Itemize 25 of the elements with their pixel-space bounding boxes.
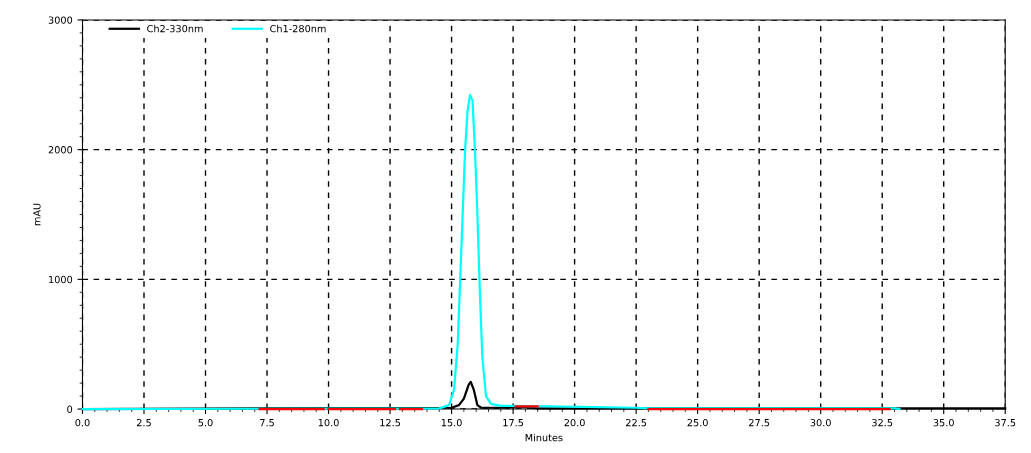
x-tick-label: 12.5 [380,418,401,427]
y-axis-title: mAU [33,203,41,226]
x-tick-label: 5.0 [198,418,213,427]
x-axis-title: Minutes [525,433,563,442]
x-tick-label: 32.5 [872,418,893,427]
y-tick-label: 0 [67,405,73,413]
x-tick-label: 15.0 [441,418,462,427]
legend-label: Ch1-280nm [270,24,326,33]
x-tick-label: 20.0 [564,418,585,427]
x-tick-label: 17.5 [503,419,524,427]
x-tick-label: 0.0 [75,418,90,427]
x-tick-label: 37.5 [995,418,1016,427]
y-tick-label: 2000 [48,146,73,154]
x-tick-label: 35.0 [933,418,954,427]
line-series [81,94,901,411]
y-tick-label: 1000 [49,275,73,284]
y-tick-label: 3000 [48,16,73,24]
x-tick-label: 2.5 [136,418,151,427]
legend-label: Ch2-330nm [147,24,203,33]
x-tick-label: 22.5 [626,418,647,427]
x-tick-label: 10.0 [318,418,339,427]
x-tick-label: 25.0 [687,418,708,427]
x-tick-label: 27.5 [749,418,770,427]
x-tick-label: 7.5 [260,419,274,427]
x-tick-label: 30.0 [810,418,831,427]
